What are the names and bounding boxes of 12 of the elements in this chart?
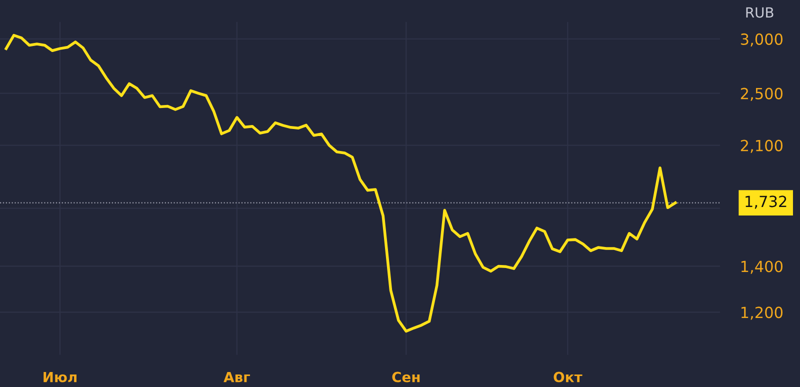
y-axis-title: RUB [746, 7, 774, 18]
line-series [4, 34, 677, 333]
y-tick-label: 2,500 [740, 88, 783, 101]
x-tick-label: Сен [392, 372, 420, 382]
ref-line-label: 1,732 [746, 196, 786, 209]
y-tick-label: 3,000 [740, 33, 783, 47]
y-tick-label: 1,200 [741, 306, 783, 320]
x-tick-label: Июл [44, 372, 76, 382]
x-tick-label: Авг [224, 372, 250, 382]
y-tick-label: 2,100 [740, 140, 783, 153]
y-tick-label: 1,400 [741, 260, 783, 274]
x-tick-label: Окт [554, 372, 582, 382]
